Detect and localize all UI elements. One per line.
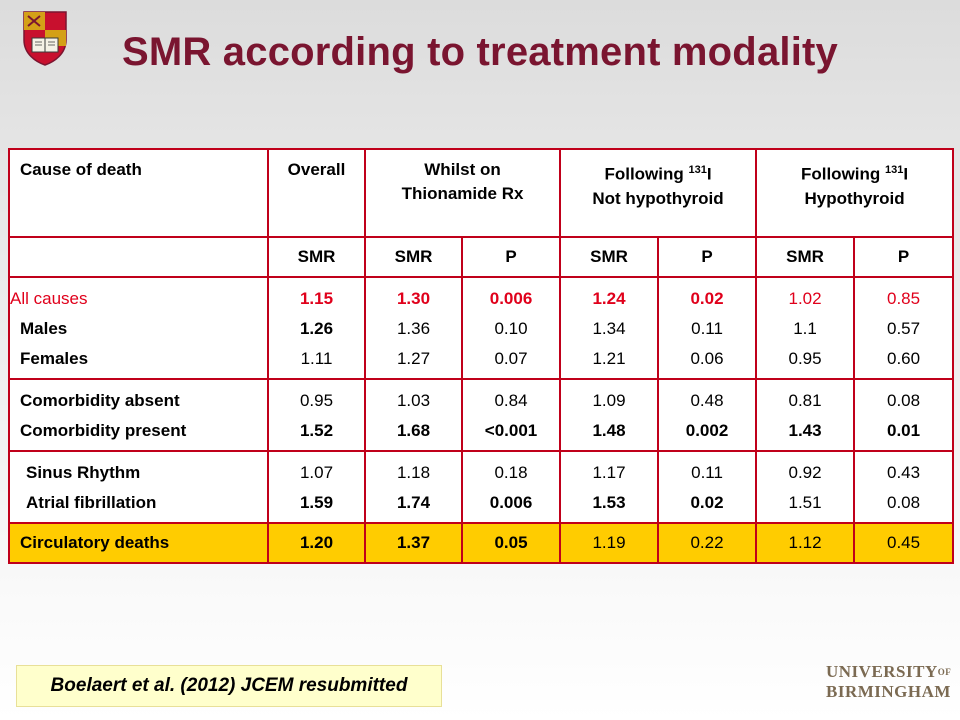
cell-circulatory-overall-smr: 1.20 xyxy=(267,522,366,564)
subheader-blank xyxy=(8,236,269,278)
col-hypo-smr: 1.02 1.1 0.95 xyxy=(755,276,856,380)
col-whilst-p: 0.84 <0.001 xyxy=(460,378,562,452)
row-labels: Sinus Rhythm Atrial fibrillation xyxy=(8,450,269,524)
col-overall-smr: 0.95 1.52 xyxy=(267,378,366,452)
col-hypo-smr: 0.81 1.43 xyxy=(755,378,856,452)
col-not-hypo-p: 0.02 0.11 0.06 xyxy=(657,276,758,380)
row-label-sinus-rhythm: Sinus Rhythm xyxy=(26,463,141,482)
col-whilst-p: 0.006 0.10 0.07 xyxy=(460,276,562,380)
citation-box: Boelaert et al. (2012) JCEM resubmitted xyxy=(16,665,442,707)
col-whilst-smr: 1.03 1.68 xyxy=(364,378,463,452)
col-whilst-smr: 1.30 1.36 1.27 xyxy=(364,276,463,380)
col-hypo-p: 0.43 0.08 xyxy=(853,450,955,524)
subheader-smr: SMR xyxy=(755,236,856,278)
university-crest-icon xyxy=(23,11,67,66)
header-following-131i-hypothyroid: Following 131I Hypothyroid xyxy=(755,148,955,238)
table-row-group-rhythm: Sinus Rhythm Atrial fibrillation 1.07 1.… xyxy=(8,450,955,524)
row-label-comorbidity-present: Comorbidity present xyxy=(20,421,187,440)
subheader-smr: SMR xyxy=(559,236,660,278)
row-labels: Comorbidity absent Comorbidity present xyxy=(8,378,269,452)
row-label-females: Females xyxy=(20,349,89,368)
university-logo: UNIVERSITYOF BIRMINGHAM xyxy=(826,662,952,701)
cell-circulatory-hypo-p: 0.45 xyxy=(853,522,955,564)
col-not-hypo-smr: 1.09 1.48 xyxy=(559,378,660,452)
table-row-circulatory-deaths: Circulatory deaths 1.20 1.37 0.05 1.19 0… xyxy=(8,522,955,564)
slide-title: SMR according to treatment modality xyxy=(122,30,838,74)
col-not-hypo-p: 0.48 0.002 xyxy=(657,378,758,452)
smr-table: Cause of death Overall Whilst on Thionam… xyxy=(8,148,955,564)
cell-circulatory-not-hypo-p: 0.22 xyxy=(657,522,758,564)
table-row-group-comorbidity: Comorbidity absent Comorbidity present 0… xyxy=(8,378,955,452)
table-row-group-all-causes: All causes Males Females 1.15 1.26 1.11 … xyxy=(8,276,955,380)
subheader-row: SMR SMR P SMR P SMR P xyxy=(8,236,955,278)
header-whilst-on-thionamide: Whilst on Thionamide Rx xyxy=(363,148,562,238)
col-whilst-p: 0.18 0.006 xyxy=(460,450,562,524)
cell-circulatory-whilst-p: 0.05 xyxy=(460,522,562,564)
row-label-all-causes: All causes xyxy=(10,289,88,308)
row-label-males: Males xyxy=(20,319,68,338)
cell-circulatory-hypo-smr: 1.12 xyxy=(755,522,856,564)
col-overall-smr: 1.15 1.26 1.11 xyxy=(267,276,366,380)
col-hypo-p: 0.08 0.01 xyxy=(853,378,955,452)
col-not-hypo-smr: 1.24 1.34 1.21 xyxy=(559,276,660,380)
cell-circulatory-not-hypo-smr: 1.19 xyxy=(559,522,660,564)
subheader-p: P xyxy=(853,236,955,278)
col-hypo-smr: 0.92 1.51 xyxy=(755,450,856,524)
header-row: Cause of death Overall Whilst on Thionam… xyxy=(8,148,955,238)
row-labels: All causes Males Females xyxy=(8,276,269,380)
header-cause-of-death: Cause of death xyxy=(8,148,269,238)
col-overall-smr: 1.07 1.59 xyxy=(267,450,366,524)
subheader-p: P xyxy=(657,236,758,278)
row-label-circulatory-deaths: Circulatory deaths xyxy=(8,522,269,564)
header-overall: Overall xyxy=(267,148,366,238)
col-hypo-p: 0.85 0.57 0.60 xyxy=(853,276,955,380)
row-label-atrial-fibrillation: Atrial fibrillation xyxy=(26,493,157,512)
subheader-smr: SMR xyxy=(267,236,366,278)
subheader-p: P xyxy=(460,236,562,278)
subheader-smr: SMR xyxy=(364,236,463,278)
cell-circulatory-whilst-smr: 1.37 xyxy=(364,522,463,564)
col-not-hypo-smr: 1.17 1.53 xyxy=(559,450,660,524)
col-whilst-smr: 1.18 1.74 xyxy=(364,450,463,524)
col-not-hypo-p: 0.11 0.02 xyxy=(657,450,758,524)
row-label-comorbidity-absent: Comorbidity absent xyxy=(20,391,180,410)
header-following-131i-not-hypothyroid: Following 131I Not hypothyroid xyxy=(559,148,758,238)
